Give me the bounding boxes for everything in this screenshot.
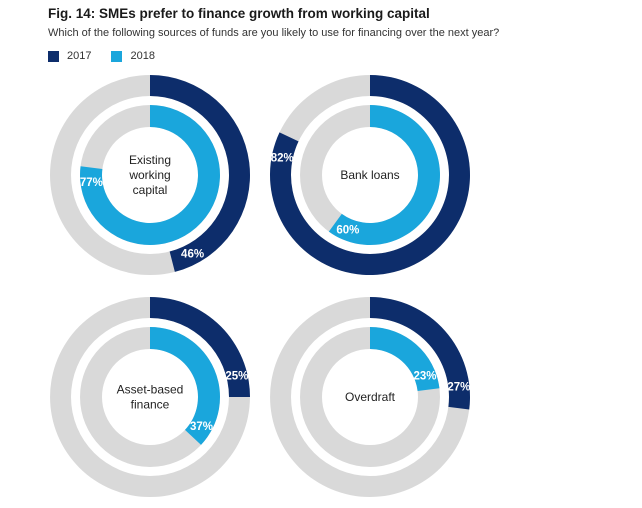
panel-1-arc-2017	[150, 75, 250, 272]
legend-item-2017: 2017	[48, 50, 91, 62]
panel-3-center-label: Asset-based finance	[117, 383, 184, 412]
panel-1-arc-2018	[79, 105, 220, 245]
panel-3-label-2017: 25%	[225, 370, 248, 382]
legend-swatch-2017	[48, 50, 59, 62]
legend-item-2018: 2018	[111, 50, 155, 62]
panel-1-label-2018: 77%	[80, 177, 103, 189]
panel-3-label-2018: 37%	[190, 421, 213, 433]
panel-2-label-2017: 82%	[271, 153, 294, 165]
chart-title: Fig. 14: SMEs prefer to finance growth f…	[48, 6, 430, 21]
panel-1-label-2017: 46%	[181, 249, 204, 261]
panel-4-arc-2017	[370, 297, 470, 410]
legend-label-2017: 2017	[67, 50, 92, 62]
panel-4-label-2018: 23%	[413, 371, 436, 383]
panel-3-arc-2018	[150, 327, 220, 445]
panel-1-center-label: Existing working capital	[128, 153, 171, 197]
legend: 2017 2018	[48, 50, 175, 62]
panel-3-arc-2017	[150, 297, 250, 397]
legend-swatch-2018	[111, 50, 123, 62]
legend-label-2018: 2018	[130, 50, 155, 62]
panel-2-label-2018: 60%	[336, 225, 359, 237]
panel-4-arc-2018	[370, 327, 440, 391]
panel-4-label-2017: 27%	[447, 381, 470, 393]
panel-2-center-label: Bank loans	[340, 168, 399, 182]
panel-4-center-label: Overdraft	[345, 390, 396, 404]
panel-2-arc-2018	[328, 104, 441, 245]
chart-subtitle: Which of the following sources of funds …	[48, 27, 500, 39]
